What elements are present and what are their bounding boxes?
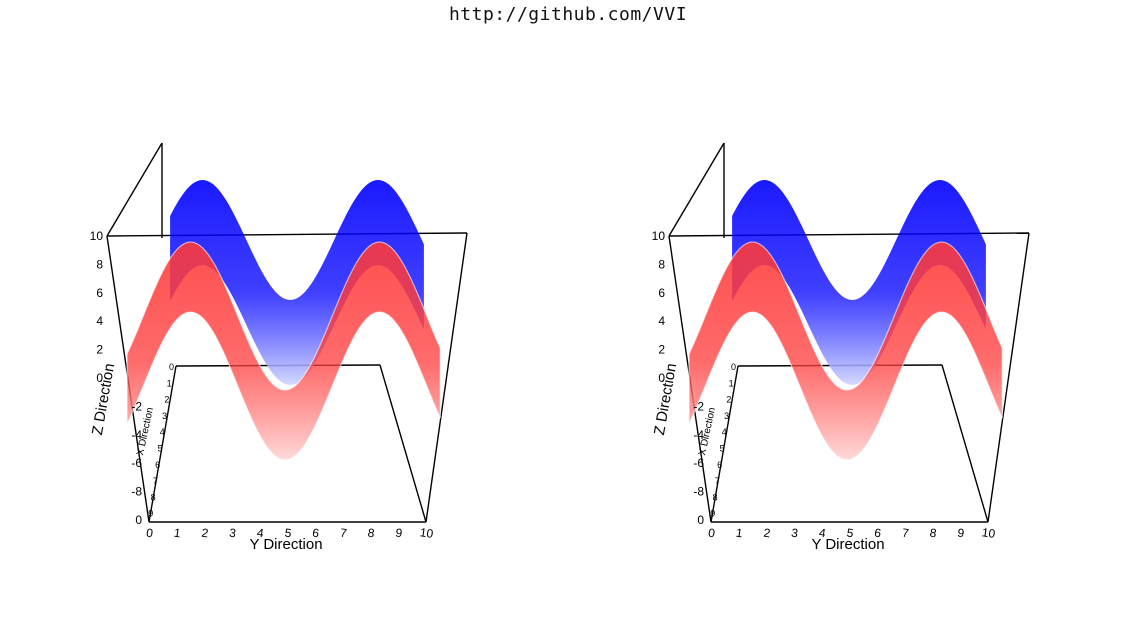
- axis-back-top-left: [106, 142, 163, 237]
- depth-tick-label: 6: [155, 460, 160, 470]
- axis-labels: 0 1 2 3 4 5 6 7 8 9 10Y Direction1086420-2-4-6-80Z…: [89, 229, 435, 553]
- depth-tick-label: 2: [726, 395, 731, 405]
- z-tick-label: -8: [131, 485, 142, 499]
- depth-tick-label: 4: [722, 427, 727, 437]
- x-tick-label: 10: [981, 525, 996, 541]
- x-tick-label: 9: [957, 526, 966, 541]
- z-axis-title: Z Direction: [89, 362, 118, 436]
- z-tick-label: -2: [131, 399, 142, 413]
- depth-tick-label: 9: [148, 509, 153, 519]
- x-axis-title: Y Direction: [249, 536, 322, 553]
- depth-tick-label: 5: [157, 444, 162, 454]
- axis-front-right: [425, 232, 468, 523]
- x-tick-label: 1: [173, 526, 182, 541]
- x-tick-label: 7: [901, 526, 910, 541]
- depth-tick-label: 9: [710, 509, 715, 519]
- depth-tick-label: 8: [713, 492, 718, 502]
- x-tick-label: 2: [201, 526, 210, 541]
- x-tick-label: 8: [929, 526, 938, 541]
- series-surface-blue: [732, 180, 986, 385]
- z-tick-label: -4: [693, 428, 704, 442]
- x-tick-label: 10: [419, 525, 434, 541]
- x-tick-label: 5: [846, 526, 855, 541]
- x-tick-label: 6: [311, 526, 320, 541]
- depth-tick-label: 2: [164, 395, 169, 405]
- series-surface-blue: [170, 180, 424, 385]
- z-tick-label: -6: [693, 456, 704, 470]
- x-tick-label: 2: [763, 526, 772, 541]
- z-tick-label: 0: [658, 371, 665, 385]
- x-tick-label: 8: [367, 526, 376, 541]
- z-tick-label: 0: [96, 371, 103, 385]
- axis-depth-left: [148, 365, 177, 523]
- depth-tick-label: 7: [715, 476, 720, 486]
- z-tick-label: 8: [658, 257, 665, 271]
- x-tick-label: 9: [395, 526, 404, 541]
- z-tick-label: 8: [96, 257, 103, 271]
- surface-plot-left: 0 1 2 3 4 5 6 7 8 9 10Y Direction1086420-2-4-6-80Z…: [89, 142, 468, 553]
- depth-tick-label: 5: [719, 444, 724, 454]
- series-surface-red: [688, 241, 1003, 461]
- depth-tick-label: 0: [731, 362, 736, 372]
- surfaces: [688, 180, 1003, 461]
- depth-tick-label: 1: [167, 378, 172, 388]
- x-tick-label: 5: [284, 526, 293, 541]
- surface-plot-right: 0 1 2 3 4 5 6 7 8 9 10Y Direction1086420-2-4-6-80Z…: [651, 142, 1030, 553]
- depth-tick-label: 0: [169, 362, 174, 372]
- z-axis-title: Z Direction: [651, 362, 680, 436]
- depth-tick-label: 7: [153, 476, 158, 486]
- depth-tick-label: 4: [160, 427, 165, 437]
- z-tick-label: 6: [96, 286, 103, 300]
- z-tick-label: 0: [135, 513, 142, 527]
- z-tick-label: -8: [693, 485, 704, 499]
- x-tick-label: 6: [873, 526, 882, 541]
- x-tick-label: 4: [818, 526, 827, 541]
- depth-tick-label: 3: [162, 411, 167, 421]
- axis-back-top-left: [668, 142, 725, 237]
- axis-depth-left: [710, 365, 739, 523]
- x-tick-label: 0: [707, 526, 716, 541]
- x-tick-label: 1: [735, 526, 744, 541]
- z-tick-label: 2: [96, 343, 103, 357]
- z-tick-label: 2: [658, 343, 665, 357]
- x-tick-label: 0: [145, 526, 154, 541]
- z-tick-label: 10: [652, 229, 666, 243]
- axis-depth-right: [379, 364, 427, 523]
- header-url: http://github.com/VVI: [448, 4, 688, 25]
- x-tick-label: 3: [228, 526, 237, 541]
- depth-tick-label: 1: [729, 378, 734, 388]
- depth-tick-label: 8: [151, 492, 156, 502]
- z-tick-label: 0: [697, 513, 704, 527]
- x-tick-label: 7: [339, 526, 348, 541]
- depth-tick-label: 3: [724, 411, 729, 421]
- z-tick-label: 10: [90, 229, 104, 243]
- axis-depth-right: [941, 364, 989, 523]
- z-tick-label: -2: [693, 399, 704, 413]
- z-tick-label: -6: [131, 456, 142, 470]
- surfaces: [126, 180, 441, 461]
- depth-tick-label: 6: [717, 460, 722, 470]
- series-surface-red: [126, 241, 441, 461]
- x-tick-label: 4: [256, 526, 265, 541]
- z-tick-label: 6: [658, 286, 665, 300]
- z-tick-label: 4: [96, 314, 103, 328]
- x-axis-title: Y Direction: [811, 536, 884, 553]
- z-tick-label: -4: [131, 428, 142, 442]
- axis-front-right: [987, 232, 1030, 523]
- x-tick-label: 3: [790, 526, 799, 541]
- z-tick-label: 4: [658, 314, 665, 328]
